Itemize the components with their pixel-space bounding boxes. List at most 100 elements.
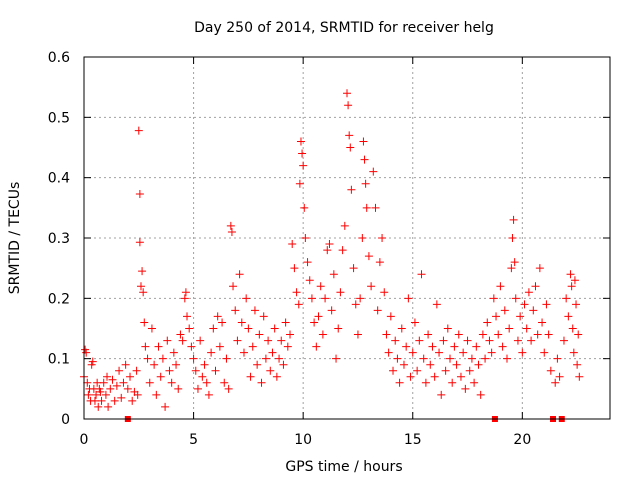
data-point <box>373 306 382 315</box>
data-point <box>165 366 174 375</box>
data-point <box>312 342 321 351</box>
data-point <box>301 234 310 242</box>
plot-frame <box>83 56 611 420</box>
data-point <box>99 378 108 387</box>
data-point <box>327 306 336 315</box>
data-point <box>224 384 233 393</box>
data-point <box>570 276 579 285</box>
data-point <box>266 366 275 375</box>
data-point <box>154 342 163 351</box>
data-point <box>259 312 268 321</box>
data-point <box>94 402 103 411</box>
data-point <box>360 155 369 164</box>
data-point <box>513 336 522 345</box>
data-point <box>152 390 161 399</box>
data-point <box>369 167 378 176</box>
data-point <box>465 366 474 375</box>
data-point <box>314 312 323 321</box>
data-point <box>498 342 507 351</box>
x-axis-label: GPS time / hours <box>285 459 402 475</box>
data-point <box>250 306 259 315</box>
data-point <box>529 306 538 315</box>
data-point <box>110 396 119 405</box>
data-point <box>505 324 514 333</box>
data-point <box>141 342 150 351</box>
data-point <box>268 348 277 357</box>
data-point <box>231 306 240 315</box>
data-point <box>340 221 349 230</box>
data-point <box>508 234 517 242</box>
data-point <box>299 161 308 170</box>
data-point <box>135 238 144 247</box>
data-point <box>294 300 303 309</box>
data-point <box>104 402 113 411</box>
y-tick-label: 0.6 <box>48 50 70 66</box>
data-point <box>150 360 159 369</box>
data-point <box>233 336 242 345</box>
data-point <box>472 342 481 351</box>
data-point <box>279 360 288 369</box>
data-point <box>358 234 367 242</box>
data-point <box>467 354 476 363</box>
data-point <box>375 258 384 267</box>
data-point <box>351 300 360 309</box>
data-point <box>140 318 149 327</box>
data-point <box>180 294 189 303</box>
data-point <box>246 372 255 381</box>
data-point <box>481 354 490 363</box>
data-point <box>511 294 520 303</box>
data-point <box>88 357 97 366</box>
data-point <box>531 282 540 291</box>
data-point <box>321 294 330 303</box>
data-point <box>222 354 231 363</box>
data-point <box>575 372 584 381</box>
data-point <box>509 215 518 224</box>
data-point <box>421 378 430 387</box>
data-point <box>147 324 156 333</box>
data-point <box>559 336 568 345</box>
data-point <box>349 264 358 273</box>
data-point <box>359 137 368 146</box>
data-point <box>399 360 408 369</box>
x-tick-label: 20 <box>513 432 531 448</box>
data-point <box>397 324 406 333</box>
data-point <box>329 270 338 279</box>
data-point <box>542 300 551 309</box>
data-point <box>218 318 227 327</box>
data-point <box>452 360 461 369</box>
data-point <box>474 360 483 369</box>
data-point <box>172 360 181 369</box>
data-point <box>158 354 167 363</box>
data-point <box>97 396 106 405</box>
data-point <box>378 234 387 242</box>
data-point <box>198 372 207 381</box>
data-point <box>395 378 404 387</box>
data-point <box>567 282 576 291</box>
data-point <box>253 360 262 369</box>
data-point <box>272 372 281 381</box>
y-tick-label: 0.3 <box>48 231 70 247</box>
data-point <box>135 189 144 198</box>
data-point <box>220 378 229 387</box>
data-point <box>478 330 487 339</box>
data-point <box>496 282 505 291</box>
data-point <box>564 312 573 321</box>
data-point <box>145 378 154 387</box>
data-point <box>415 336 424 345</box>
data-point <box>522 324 531 333</box>
data-point <box>161 402 170 411</box>
data-point <box>255 330 264 339</box>
data-point <box>393 354 402 363</box>
data-point <box>510 258 519 267</box>
data-point <box>492 312 501 321</box>
data-point <box>419 354 428 363</box>
data-point <box>516 312 525 321</box>
data-point <box>187 342 196 351</box>
data-point <box>303 258 312 267</box>
data-point <box>288 240 297 249</box>
data-point <box>275 354 284 363</box>
data-point <box>343 89 351 98</box>
data-point <box>169 348 178 357</box>
data-point <box>283 342 292 351</box>
data-point <box>277 336 286 345</box>
